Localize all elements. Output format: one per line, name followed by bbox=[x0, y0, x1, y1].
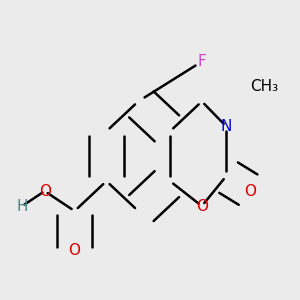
Text: F: F bbox=[197, 54, 206, 69]
Text: O: O bbox=[244, 184, 256, 199]
Text: O: O bbox=[196, 199, 208, 214]
Text: CH₃: CH₃ bbox=[250, 79, 279, 94]
Text: H: H bbox=[16, 199, 28, 214]
Text: O: O bbox=[39, 184, 51, 199]
Text: O: O bbox=[69, 243, 81, 258]
Text: N: N bbox=[220, 119, 232, 134]
